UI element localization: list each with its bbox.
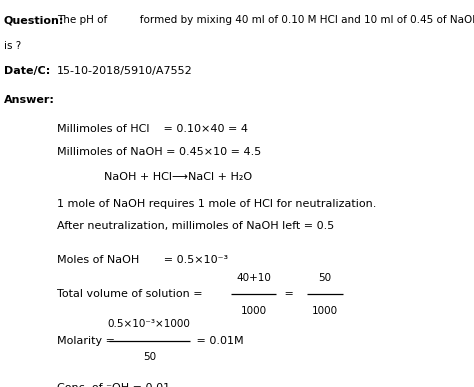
Text: Question:: Question: xyxy=(4,15,64,26)
Text: Molarity =: Molarity = xyxy=(57,336,118,346)
Text: is ?: is ? xyxy=(4,41,21,51)
Text: Total volume of solution =: Total volume of solution = xyxy=(57,289,206,299)
Text: 40+10: 40+10 xyxy=(236,272,271,283)
Text: Millimoles of HCl    = 0.10×40 = 4: Millimoles of HCl = 0.10×40 = 4 xyxy=(57,124,248,134)
Text: =: = xyxy=(281,289,298,299)
Text: Moles of NaOH       = 0.5×10⁻³: Moles of NaOH = 0.5×10⁻³ xyxy=(57,255,228,265)
Text: NaOH + HCl⟶NaCl + H₂O: NaOH + HCl⟶NaCl + H₂O xyxy=(104,172,252,182)
Text: 1 mole of NaOH requires 1 mole of HCl for neutralization.: 1 mole of NaOH requires 1 mole of HCl fo… xyxy=(57,199,376,209)
Text: 1000: 1000 xyxy=(311,306,338,316)
Text: 0.5×10⁻³×1000: 0.5×10⁻³×1000 xyxy=(108,319,191,329)
Text: After neutralization, millimoles of NaOH left = 0.5: After neutralization, millimoles of NaOH… xyxy=(57,221,334,231)
Text: 1000: 1000 xyxy=(240,306,267,316)
Text: Answer:: Answer: xyxy=(4,95,55,105)
Text: 50: 50 xyxy=(318,272,331,283)
Text: 50: 50 xyxy=(143,352,156,362)
Text: The pH of          formed by mixing 40 ml of 0.10 M HCl and 10 ml of 0.45 of NaO: The pH of formed by mixing 40 ml of 0.10… xyxy=(57,15,474,26)
Text: 15-10-2018/5910/A7552: 15-10-2018/5910/A7552 xyxy=(57,66,192,76)
Text: Millimoles of NaOH = 0.45×10 = 4.5: Millimoles of NaOH = 0.45×10 = 4.5 xyxy=(57,147,261,157)
Text: = 0.01M: = 0.01M xyxy=(193,336,244,346)
Text: Conc. of ⁻OH = 0.01: Conc. of ⁻OH = 0.01 xyxy=(57,383,170,387)
Text: Date/C:: Date/C: xyxy=(4,66,50,76)
